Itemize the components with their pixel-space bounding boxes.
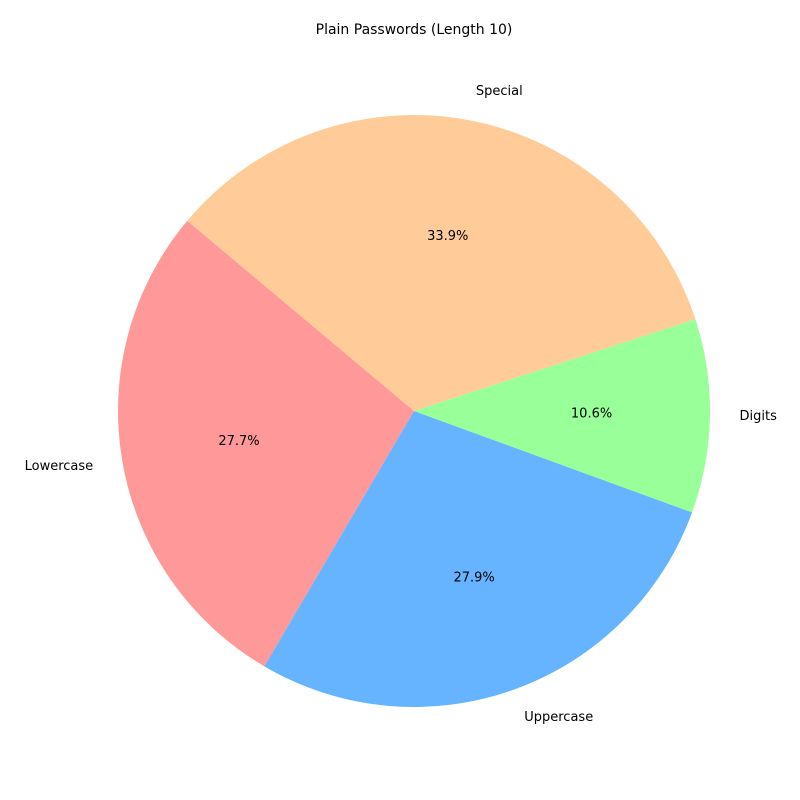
pct-label-special: 33.9%: [427, 229, 468, 244]
slice-label-uppercase: Uppercase: [524, 710, 593, 725]
pct-label-lowercase: 27.7%: [218, 434, 259, 449]
pie-slice-uppercase: [264, 411, 693, 708]
pct-label-digits: 10.6%: [571, 407, 612, 422]
slice-label-special: Special: [476, 84, 523, 99]
pie-slice-lowercase: [117, 220, 414, 667]
slice-label-lowercase: Lowercase: [25, 459, 94, 474]
pie-labels: Lowercase 27.7% Uppercase 27.9% Digits 10.6% S…: [25, 84, 778, 725]
pct-label-uppercase: 27.9%: [453, 571, 494, 586]
pie-slice-digits: [414, 319, 710, 513]
chart-title: Plain Passwords (Length 10): [316, 22, 513, 38]
pie-slice-special: [187, 114, 696, 412]
slice-label-digits: Digits: [740, 409, 778, 424]
pie-slices: [117, 114, 710, 708]
